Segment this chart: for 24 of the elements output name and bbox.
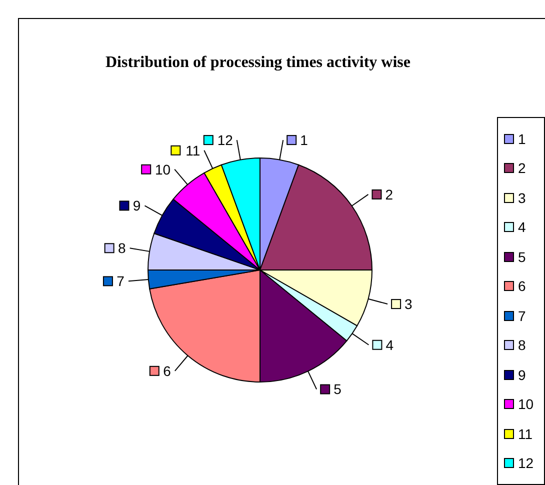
category-label: 10 — [518, 396, 534, 412]
legend-label: 7 — [116, 273, 125, 290]
legend-label: 10 — [155, 161, 171, 178]
legend-label: 12 — [217, 132, 234, 148]
category-label: 9 — [518, 366, 526, 383]
legend-label: 8 — [118, 240, 126, 256]
legend-label: 9 — [132, 198, 141, 214]
legend-label: 3 — [404, 296, 413, 312]
legend-label: 11 — [186, 142, 200, 158]
category-label: 6 — [518, 278, 526, 294]
chart-title: Distribution of processing times activity wise — [104, 54, 412, 72]
category-label: 3 — [518, 190, 526, 206]
legend-label: 4 — [386, 336, 394, 353]
category-label: 7 — [518, 308, 526, 324]
category-label: 12 — [518, 455, 534, 472]
legend-label: 5 — [334, 381, 342, 398]
category-label: 11 — [518, 426, 533, 442]
category-label: 5 — [518, 248, 526, 265]
category-label: 8 — [518, 337, 526, 354]
legend-label: 1 — [300, 132, 308, 148]
category-label: 12 — [518, 130, 526, 176]
legend-label: 2 — [385, 186, 394, 202]
legend-label: 6 — [163, 362, 172, 379]
category-label: 4 — [518, 219, 526, 236]
